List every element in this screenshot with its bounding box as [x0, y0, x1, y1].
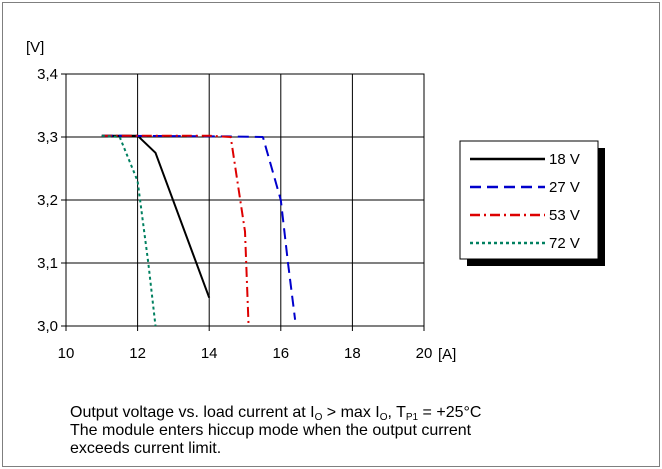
x-tick-label: 14 — [201, 345, 218, 362]
legend-box — [459, 140, 599, 260]
y-axis-label: [V] — [26, 39, 44, 56]
x-tick-label: 16 — [272, 345, 289, 362]
legend-label: 27 V — [549, 179, 580, 196]
legend-label: 72 V — [549, 235, 580, 252]
caption-line-2: The module enters hiccup mode when the o… — [70, 422, 472, 439]
y-tick-label: 3,1 — [37, 255, 58, 272]
x-axis-label: [A] — [438, 346, 456, 363]
x-tick-label: 20 — [416, 345, 433, 362]
legend: 18 V 27 V 53 V 72 V — [459, 140, 605, 266]
caption-line-1: Output voltage vs. load current at IO > … — [70, 404, 482, 423]
series-layer — [101, 134, 297, 327]
legend-label: 18 V — [549, 151, 580, 168]
series-line-72-v — [101, 134, 157, 327]
series-line-27-v — [101, 134, 297, 320]
y-tick-label: 3,3 — [37, 129, 58, 146]
y-tick-label: 3,2 — [37, 192, 58, 209]
caption-line-3: exceeds current limit. — [70, 440, 222, 457]
x-tick-label: 10 — [58, 345, 75, 362]
y-tick-label: 3,0 — [37, 318, 58, 335]
caption: Output voltage vs. load current at IO > … — [70, 404, 481, 458]
x-tick-label: 12 — [129, 345, 146, 362]
axis-ticks: 10 12 14 16 18 20 3,0 3,1 3,2 3,3 3,4 — [37, 66, 432, 362]
x-tick-label: 18 — [344, 345, 361, 362]
legend-label: 53 V — [549, 207, 580, 224]
grid — [66, 74, 424, 326]
legend-items: 18 V 27 V 53 V 72 V — [470, 151, 580, 252]
y-tick-label: 3,4 — [37, 66, 58, 83]
series-line-53-v — [101, 134, 250, 327]
series-line-18-v — [101, 134, 211, 299]
